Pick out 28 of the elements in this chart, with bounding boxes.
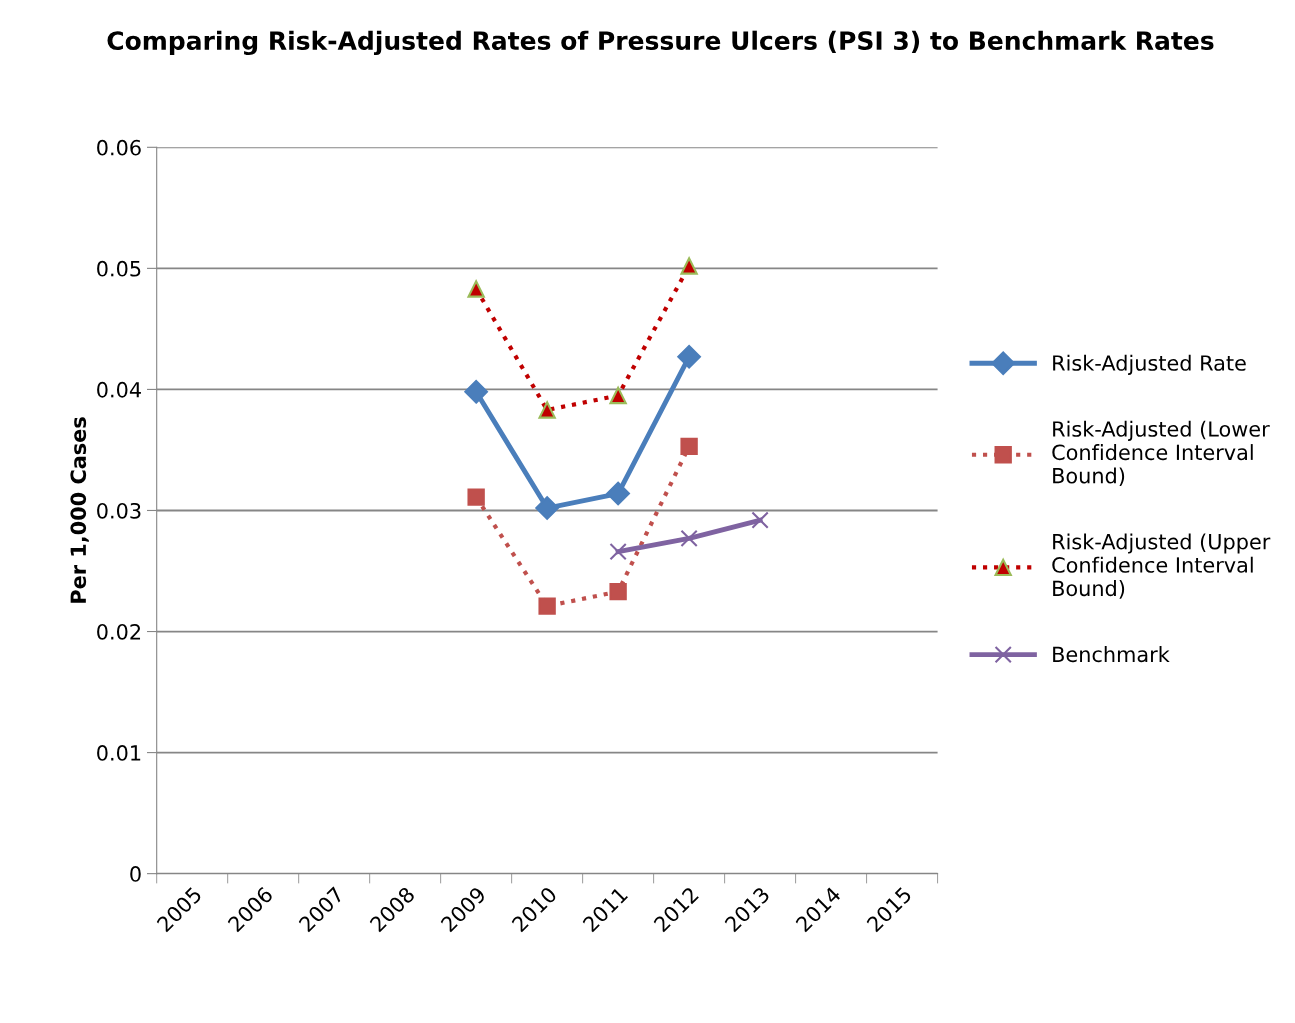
legend-label: Risk-Adjusted Rate <box>1053 354 1246 375</box>
y-tick-label: 0.02 <box>97 623 141 640</box>
point <box>535 496 559 520</box>
y-tick-label: 0.04 <box>97 381 141 398</box>
point <box>609 386 627 405</box>
point <box>680 437 698 455</box>
y-tick-label: 0.03 <box>97 502 141 519</box>
point <box>467 488 485 506</box>
legend-label: Risk-Adjusted (Lower Confidence Interval Bound) <box>1052 420 1270 486</box>
point <box>677 344 701 369</box>
point <box>467 280 485 298</box>
point <box>680 529 698 547</box>
point <box>606 481 630 506</box>
y-tick-label: 0 <box>130 866 141 882</box>
y-tick-label: 0.05 <box>97 260 141 277</box>
point <box>609 542 627 561</box>
point <box>464 380 488 404</box>
y-tick-label: 0.06 <box>97 139 141 156</box>
point <box>538 597 556 615</box>
point <box>751 511 769 529</box>
legend-label: Benchmark <box>1053 646 1170 663</box>
point <box>609 582 627 601</box>
point <box>680 257 698 275</box>
point <box>538 401 556 419</box>
y-axis-title: Per 1,000 Cases <box>70 417 89 603</box>
chart-title: Comparing Risk-Adjusted Rates of Pressure Ulcers (PSI 3) to Benchmark Rates <box>107 30 1214 56</box>
y-tick-label: 0.01 <box>97 745 141 761</box>
legend-label: Risk-Adjusted (Upper Confidence Interval Bound) <box>1052 533 1271 599</box>
